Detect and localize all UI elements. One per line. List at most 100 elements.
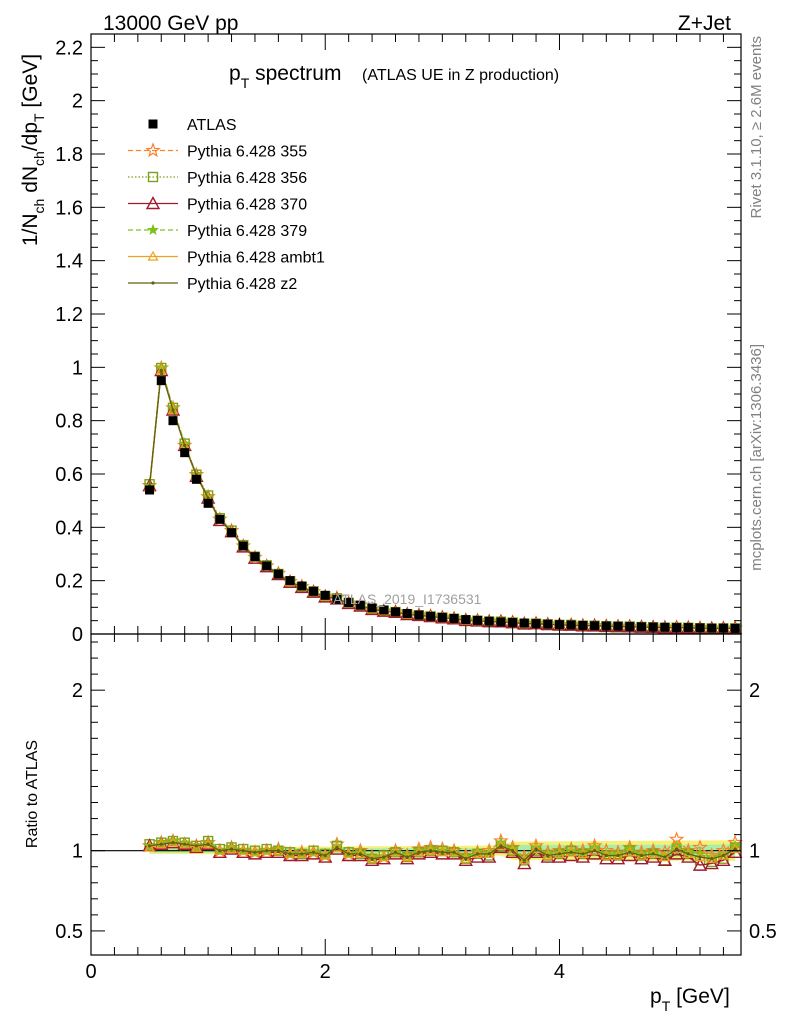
data-point-22 — [402, 608, 412, 618]
series-line-z2 — [148, 370, 736, 630]
title-p: p — [229, 62, 241, 85]
ratio-marker-ambt1-33 — [530, 843, 542, 854]
ratio-marker-ambt1-14 — [307, 846, 320, 857]
main-ytick-label-6: 1.2 — [55, 304, 83, 326]
xlabel-sub: T — [662, 998, 671, 1014]
data-point-50 — [730, 623, 740, 633]
data-point-34 — [543, 619, 553, 629]
ratio-marker-z2-40 — [616, 853, 620, 858]
marker-p370-2 — [165, 402, 181, 416]
ratio-marker-p370-49 — [716, 852, 731, 867]
ratio-marker-z2-48 — [710, 857, 714, 861]
ratio-marker-z2-44 — [663, 855, 667, 859]
header-left: 13000 GeV pp — [103, 12, 238, 35]
ratio-marker-ambt1-7 — [226, 843, 238, 854]
ratio-marker-p370-2 — [165, 835, 181, 849]
main-ytick-label-5: 1 — [72, 357, 83, 379]
ratio-marker-z2-1 — [159, 842, 163, 846]
ratio-ytick-label-1: 1 — [72, 841, 83, 863]
mcplots-label: mcplots.cern.ch [arXiv:1306.3436] — [748, 344, 765, 571]
ratio-ytick-label-2: 2 — [72, 680, 83, 702]
ratio-marker-z2-25 — [440, 850, 444, 854]
chart-title: pT spectrum — [229, 62, 341, 91]
ratio-marker-p370-47 — [692, 857, 708, 871]
ratio-panel: 0.5 0.5 1 1 2 2 0 2 4 — [55, 633, 777, 983]
watermark: ATLAS_2019_I1736531 — [333, 591, 482, 607]
main-ylabel: 1/Nch dNch/dpT [GeV] — [19, 54, 47, 246]
data-point-13 — [297, 581, 307, 591]
series-line-p370 — [148, 370, 736, 630]
marker-z2-2 — [171, 408, 175, 412]
ratio-marker-z2-7 — [229, 847, 234, 851]
ratio-marker-p370-45 — [669, 846, 684, 860]
data-point-36 — [566, 620, 576, 630]
ratio-marker-p370-38 — [587, 846, 602, 860]
ratio-marker-z2-32 — [522, 858, 526, 862]
ratio-marker-z2-6 — [218, 849, 222, 853]
ratio-marker-z2-39 — [604, 853, 608, 858]
data-point-38 — [590, 621, 600, 631]
data-point-15 — [320, 590, 330, 600]
ratio-marker-z2-36 — [569, 850, 573, 854]
header-right: Z+Jet — [678, 12, 731, 35]
data-point-24 — [426, 611, 436, 621]
data-point-37 — [578, 620, 588, 630]
data-point-6 — [215, 514, 225, 524]
ratio-marker-z2-17 — [347, 852, 351, 856]
ratio-marker-z2-28 — [475, 852, 480, 856]
ratio-marker-z2-23 — [417, 850, 421, 854]
data-point-9 — [250, 552, 260, 562]
data-point-23 — [414, 610, 424, 620]
ratio-marker-ambt1-30 — [495, 840, 507, 850]
ratio-marker-z2-14 — [311, 850, 316, 854]
ratio-marker-z2-26 — [452, 850, 456, 854]
data-point-48 — [707, 623, 717, 633]
ratio-ytick-label-right-2: 2 — [749, 680, 760, 702]
title-sub: T — [241, 75, 250, 91]
ratio-ytick-label-0: 0.5 — [55, 921, 83, 943]
series-line-p356 — [148, 367, 736, 630]
main-ytick-label-1: 0.2 — [55, 571, 83, 593]
ratio-marker-z2-29 — [487, 852, 491, 856]
ratio-marker-z2-30 — [499, 844, 503, 848]
ratio-marker-z2-3 — [183, 842, 187, 846]
data-point-12 — [285, 576, 295, 586]
legend-marker-p356 — [147, 171, 159, 183]
ratio-marker-ambt1-41 — [624, 846, 636, 857]
data-point-20 — [379, 605, 389, 615]
legend-label-p370: Pythia 6.428 370 — [187, 197, 307, 214]
ratio-marker-ambt1-4 — [190, 841, 202, 852]
main-ytick-label-7: 1.4 — [55, 251, 83, 273]
data-point-17 — [344, 598, 354, 608]
data-point-14 — [309, 586, 319, 596]
ratio-marker-z2-31 — [511, 849, 515, 853]
main-ytick-label-9: 1.8 — [55, 144, 83, 166]
ratio-marker-z2-11 — [276, 849, 280, 853]
ratio-ylabel: Ratio to ATLAS — [24, 740, 41, 848]
data-point-7 — [227, 528, 237, 538]
ratio-marker-z2-22 — [405, 855, 409, 859]
marker-z2-1 — [159, 368, 163, 373]
ratio-marker-z2-0 — [147, 844, 152, 848]
ratio-marker-ambt1-0 — [144, 841, 156, 852]
svg-text:1/Nch dNch/dpT [GeV]: 1/Nch dNch/dpT [GeV] — [19, 54, 47, 246]
data-point-19 — [367, 603, 377, 613]
ratio-marker-z2-49 — [721, 853, 726, 858]
data-point-21 — [391, 607, 401, 617]
ratio-marker-z2-42 — [639, 853, 644, 858]
ratio-marker-z2-43 — [651, 852, 655, 856]
data-point-46 — [683, 623, 693, 633]
main-panel: 0 0.2 0.4 0.6 0.8 1 1.2 1.4 1.6 1.8 2 2.2 — [55, 33, 743, 646]
legend-label-p355: Pythia 6.428 355 — [187, 144, 307, 161]
ratio-marker-z2-12 — [288, 852, 292, 856]
data-point-4 — [191, 474, 201, 484]
ratio-marker-ambt1-50 — [729, 843, 741, 854]
legend-label-data: ATLAS — [187, 117, 237, 134]
series-line-p379 — [148, 367, 736, 630]
ratio-marker-z2-27 — [464, 857, 468, 861]
legend-label-ambt1: Pythia 6.428 ambt1 — [187, 250, 325, 267]
ratio-marker-z2-5 — [206, 842, 210, 846]
ratio-marker-z2-4 — [194, 844, 199, 848]
ratio-marker-z2-35 — [557, 852, 562, 856]
ratio-marker-p370-48 — [704, 856, 719, 870]
